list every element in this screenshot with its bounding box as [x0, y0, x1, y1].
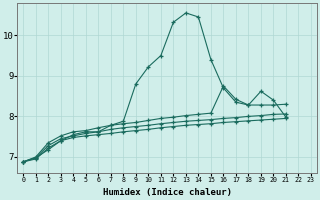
X-axis label: Humidex (Indice chaleur): Humidex (Indice chaleur): [103, 188, 232, 197]
